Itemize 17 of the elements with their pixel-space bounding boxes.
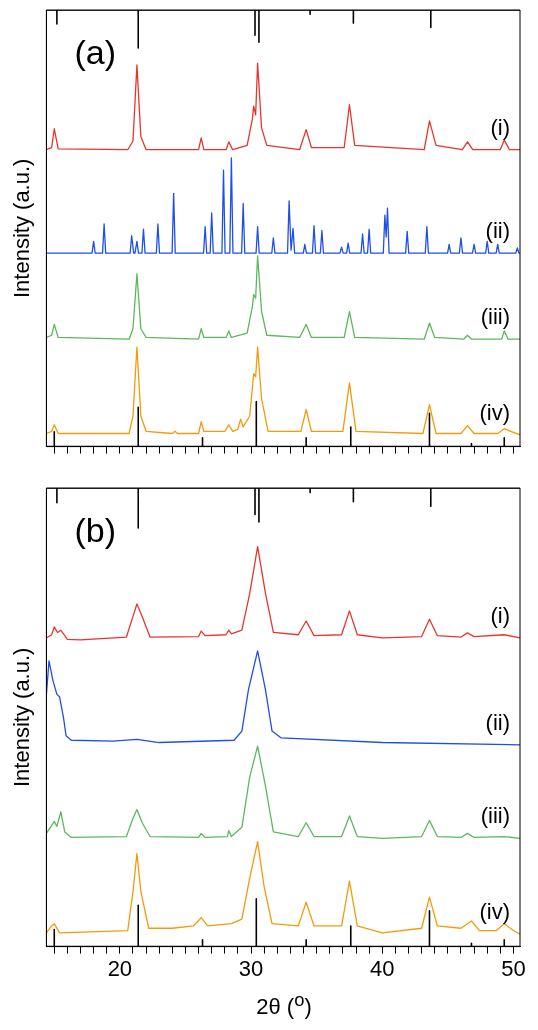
text: (a) bbox=[74, 33, 116, 72]
x-tick-label: 30 bbox=[238, 955, 264, 981]
x-tick-label: 50 bbox=[501, 955, 526, 981]
series-label: (iii) bbox=[480, 803, 510, 829]
series-label: (i) bbox=[490, 114, 510, 140]
series-label: (iv) bbox=[479, 399, 510, 425]
y-axis-title: Intensity (a.u.) bbox=[9, 647, 35, 787]
text: (b) bbox=[74, 511, 116, 550]
x-tick-label: 40 bbox=[370, 955, 395, 981]
series-label: (iii) bbox=[480, 304, 510, 330]
y-axis-title: Intensity (a.u.) bbox=[9, 158, 35, 298]
x-axis-title: 2θ ($^{o}$) bbox=[255, 988, 313, 1022]
series-label: (ii) bbox=[485, 218, 510, 244]
series-label: (iv) bbox=[479, 899, 510, 925]
x-tick-label: 20 bbox=[107, 955, 133, 981]
series-label: (ii) bbox=[485, 709, 510, 735]
series-label: (i) bbox=[490, 603, 510, 629]
